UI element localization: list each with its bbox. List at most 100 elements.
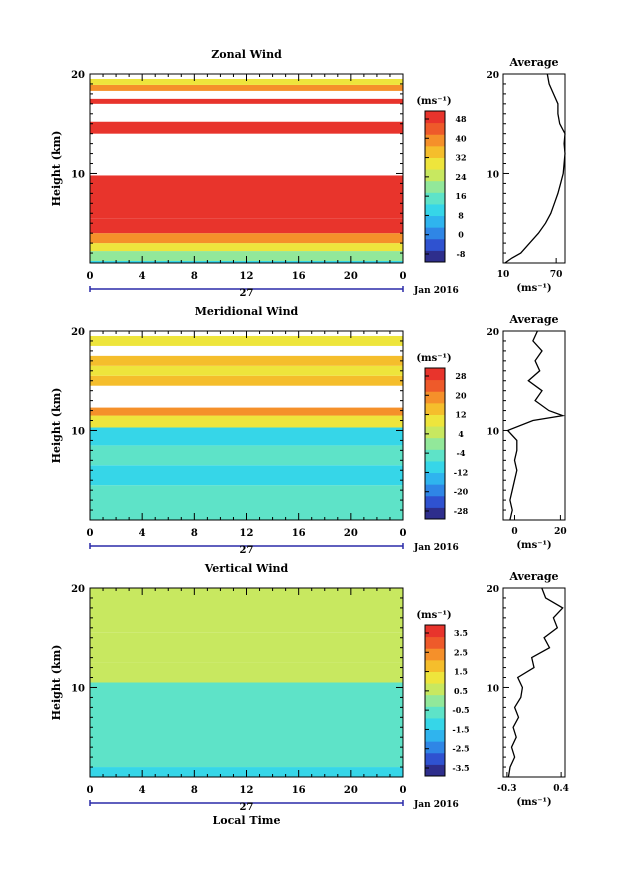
colorbar-tick-label: -0.5 (452, 705, 469, 715)
y-tick-label: 10 (486, 427, 499, 437)
colorbar-frame (424, 367, 446, 520)
colorbar-unit: (ms⁻¹) (416, 96, 451, 107)
date-suffix: Jan 2016 (413, 543, 459, 553)
colorbar-swatch (425, 449, 445, 462)
average-title: Average (508, 56, 558, 69)
heatmap-cell (90, 98, 403, 104)
heatmap-cell (90, 375, 403, 386)
colorbar-tick-label: 0.5 (454, 686, 468, 696)
average-unit: (ms⁻¹) (516, 283, 551, 294)
average-unit: (ms⁻¹) (516, 797, 551, 808)
colorbar-swatch (425, 495, 445, 508)
x-tick-label: 8 (191, 528, 198, 539)
date-label: 27 (240, 288, 254, 299)
colorbar-tick-label: 32 (455, 153, 466, 163)
colorbar-tick-label: -28 (454, 506, 469, 516)
colorbar-tick-label: 2.5 (454, 647, 468, 657)
colorbar-tick-label: 48 (455, 114, 467, 124)
x-tick-label: 12 (240, 785, 254, 796)
panel-title: Zonal Wind (211, 48, 282, 61)
x-tick-label: 20 (344, 271, 358, 282)
x-tick-label: 0 (87, 785, 94, 796)
heatmap-cell (90, 445, 403, 466)
panel-title: Meridional Wind (195, 305, 299, 318)
colorbar-swatch (425, 729, 445, 742)
colorbar-tick-label: -8 (457, 249, 466, 259)
colorbar-swatch (425, 203, 445, 217)
colorbar-tick-label: 8 (458, 210, 464, 220)
x-tick-label: 8 (191, 785, 198, 796)
x-tick-label: 20 (554, 527, 567, 537)
y-axis-label: Height (km) (50, 645, 63, 721)
average-profile-line (506, 330, 566, 521)
heatmap-cell (90, 78, 403, 85)
x-tick-label: 0 (400, 271, 407, 282)
y-tick-label: 10 (486, 170, 499, 180)
x-tick-label: 10 (497, 270, 510, 280)
average-unit: (ms⁻¹) (516, 540, 551, 551)
colorbar-swatch (425, 741, 445, 754)
x-tick-label: 16 (292, 528, 306, 539)
x-tick-label: 16 (292, 271, 306, 282)
colorbar-swatch (425, 717, 445, 731)
colorbar-swatch (425, 157, 445, 170)
panel-title: Vertical Wind (204, 562, 289, 575)
x-tick-label: 20 (344, 528, 358, 539)
colorbar-tick-label: 24 (455, 172, 467, 182)
heatmap-cell (90, 588, 403, 633)
y-tick-label: 10 (71, 683, 85, 694)
y-tick-label: 20 (71, 70, 85, 81)
x-tick-label: 4 (139, 785, 146, 796)
colorbar-swatch (425, 507, 445, 520)
colorbar-swatch (425, 426, 445, 439)
colorbar-swatch (425, 636, 445, 649)
average-profile-line (504, 73, 566, 264)
heatmap-cell (90, 365, 403, 376)
colorbar-swatch (425, 414, 445, 427)
colorbar-swatch (425, 764, 445, 777)
colorbar-tick-label: 16 (455, 191, 467, 201)
average-title: Average (508, 570, 558, 583)
colorbar-swatch (425, 215, 445, 228)
colorbar-swatch (425, 683, 445, 696)
heatmap-cell (90, 218, 403, 234)
heatmap-cell (90, 243, 403, 252)
colorbar-swatch (425, 379, 445, 392)
x-tick-label: 4 (139, 271, 146, 282)
heatmap-cell (90, 233, 403, 244)
colorbar-tick-label: -12 (454, 467, 468, 477)
average-profile-line (507, 587, 564, 778)
x-tick-label: 12 (240, 528, 254, 539)
x-tick-label: 0 (511, 527, 517, 537)
y-tick-label: 20 (486, 71, 499, 81)
heatmap-cell (90, 407, 403, 416)
average-panel: Average 10 20 10 70 (ms⁻¹) (486, 56, 566, 294)
date-label: 27 (240, 545, 254, 556)
heatmap-cell (90, 662, 403, 683)
colorbar-tick-label: 1.5 (454, 667, 468, 677)
colorbar-swatch (425, 134, 445, 147)
heatmap-cell (90, 84, 403, 91)
colorbar-tick-label: -3.5 (452, 763, 469, 773)
colorbar-swatch (425, 145, 445, 158)
average-frame (502, 330, 566, 521)
panel-2: Meridional Wind 10 20 Height (km) 0 4 8 12 16 20 0… (50, 305, 567, 556)
colorbar-swatch (425, 752, 445, 765)
colorbar-swatch (425, 694, 445, 707)
x-tick-label: 16 (292, 785, 306, 796)
heatmap-cell (90, 427, 403, 446)
colorbar-swatch (425, 460, 445, 474)
heatmap-cell (90, 121, 403, 134)
colorbar-swatch (425, 402, 445, 415)
colorbar-tick-label: 0 (458, 230, 464, 240)
average-title: Average (508, 313, 558, 326)
x-tick-label: 0 (400, 528, 407, 539)
colorbar-swatch (425, 122, 445, 135)
heatmap-cell (90, 175, 403, 219)
heatmap-cell (90, 465, 403, 486)
heatmap-cell (90, 355, 403, 366)
x-tick-label: 0 (87, 528, 94, 539)
heatmap-cell (90, 415, 403, 428)
y-tick-label: 20 (486, 585, 499, 595)
